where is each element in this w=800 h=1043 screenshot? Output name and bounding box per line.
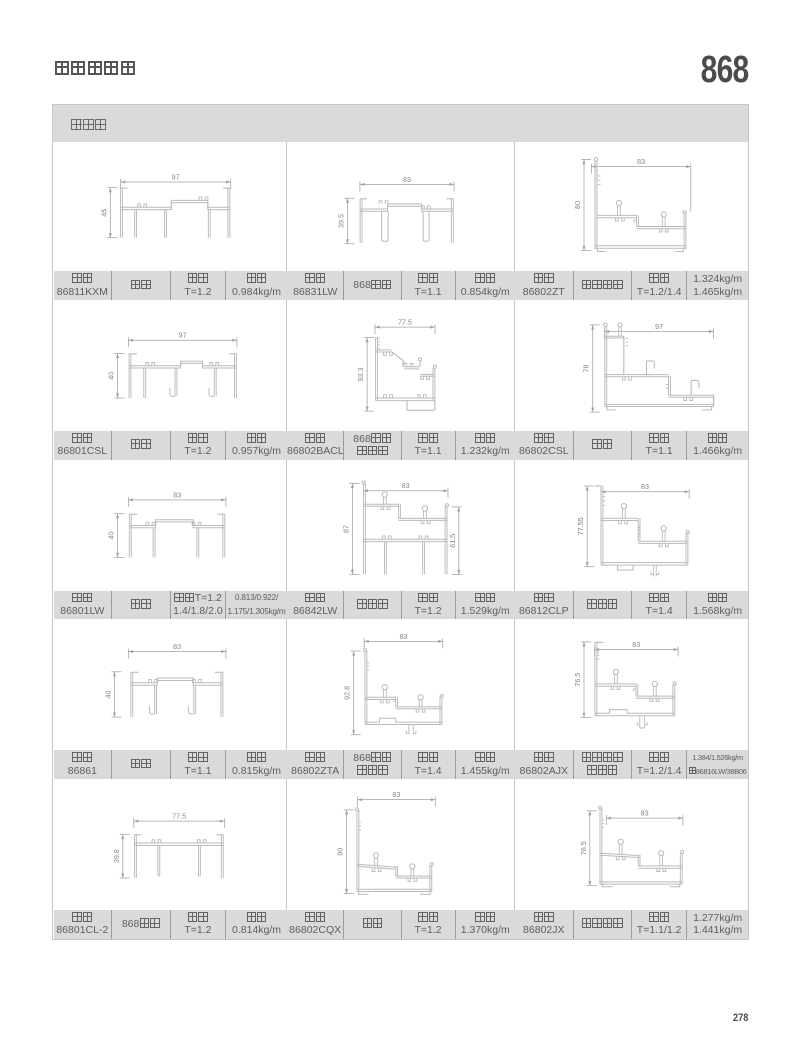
- svg-text:87: 87: [341, 525, 350, 533]
- svg-text:45: 45: [99, 208, 108, 216]
- svg-text:78: 78: [581, 365, 590, 373]
- svg-text:93.3: 93.3: [356, 368, 365, 382]
- svg-text:83: 83: [401, 481, 409, 490]
- svg-text:97: 97: [172, 172, 180, 181]
- svg-text:83: 83: [173, 490, 181, 499]
- svg-text:76.5: 76.5: [573, 672, 582, 686]
- svg-text:61.5: 61.5: [447, 534, 456, 548]
- svg-text:77.5: 77.5: [172, 811, 186, 820]
- svg-text:39.8: 39.8: [112, 849, 121, 863]
- svg-text:92.8: 92.8: [342, 686, 351, 700]
- svg-text:40: 40: [107, 372, 116, 380]
- svg-text:77.5: 77.5: [398, 318, 412, 327]
- svg-text:40: 40: [107, 532, 116, 540]
- svg-text:83: 83: [403, 174, 411, 183]
- svg-text:40: 40: [103, 690, 112, 698]
- svg-text:83: 83: [173, 642, 181, 651]
- svg-text:97: 97: [655, 322, 663, 331]
- svg-text:83: 83: [392, 790, 400, 799]
- svg-text:83: 83: [399, 632, 407, 641]
- svg-text:80: 80: [573, 201, 582, 209]
- svg-text:83: 83: [641, 482, 649, 491]
- svg-text:39.5: 39.5: [336, 214, 345, 228]
- svg-text:83: 83: [637, 157, 645, 166]
- svg-text:97: 97: [179, 331, 187, 340]
- svg-text:83: 83: [632, 640, 640, 649]
- svg-text:83: 83: [640, 808, 648, 817]
- svg-text:90: 90: [335, 847, 344, 855]
- svg-text:76.5: 76.5: [578, 841, 587, 855]
- svg-text:77.55: 77.55: [576, 517, 585, 535]
